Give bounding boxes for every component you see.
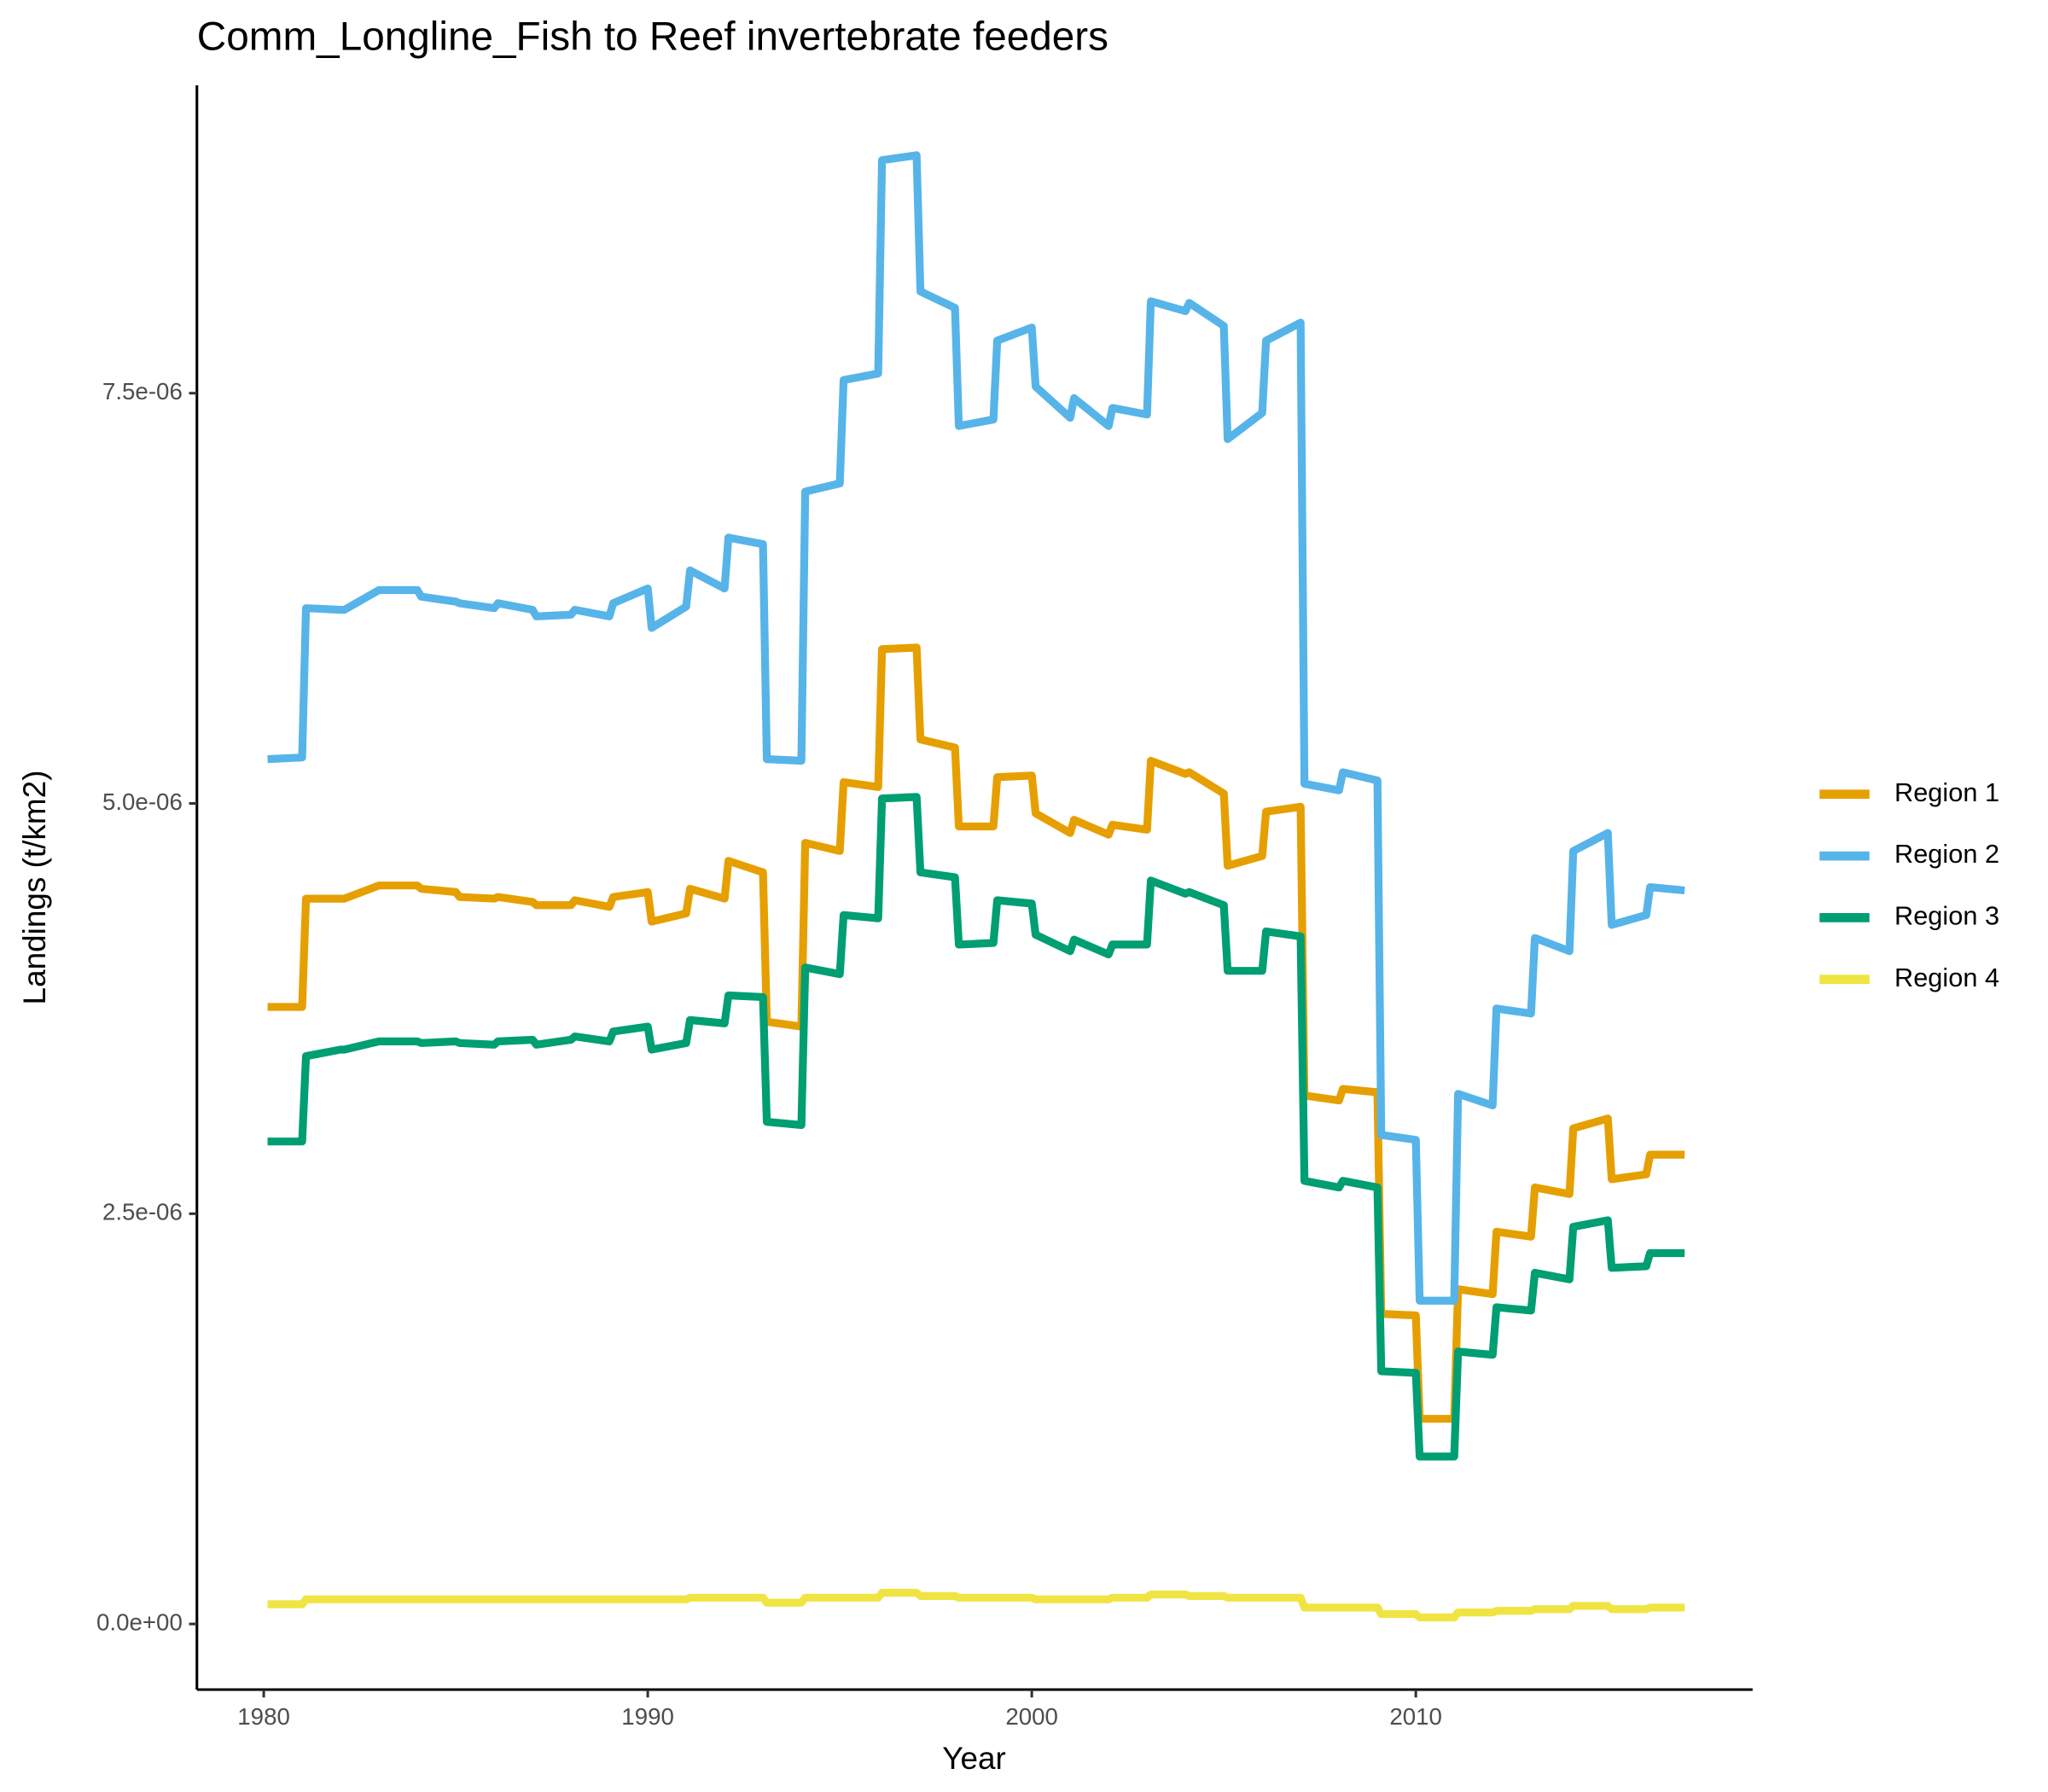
x-tick-label: 2010 <box>1389 1703 1442 1730</box>
x-tick-label: 1980 <box>237 1703 290 1730</box>
series-line <box>267 793 1685 1461</box>
y-tick-label: 2.5e-06 <box>102 1199 183 1225</box>
series-line <box>267 151 1685 1305</box>
x-tick-label: 1990 <box>621 1703 674 1730</box>
y-tick-label: 7.5e-06 <box>102 378 183 404</box>
series-line <box>267 643 1685 1423</box>
x-tick-label: 2000 <box>1005 1703 1058 1730</box>
legend-label: Region 1 <box>1894 777 1999 807</box>
y-axis-title: Landings (t/km2) <box>17 771 52 1005</box>
y-tick-label: 5.0e-06 <box>102 788 183 815</box>
x-axis-title: Year <box>942 1741 1006 1776</box>
y-tick-label: 0.0e+00 <box>96 1609 183 1635</box>
legend-label: Region 3 <box>1894 901 1999 931</box>
legend-label: Region 2 <box>1894 839 1999 869</box>
series-line <box>267 1588 1685 1621</box>
chart-title: Comm_Longline_Fish to Reef invertebrate … <box>197 15 1108 60</box>
legend-label: Region 4 <box>1894 963 1999 992</box>
